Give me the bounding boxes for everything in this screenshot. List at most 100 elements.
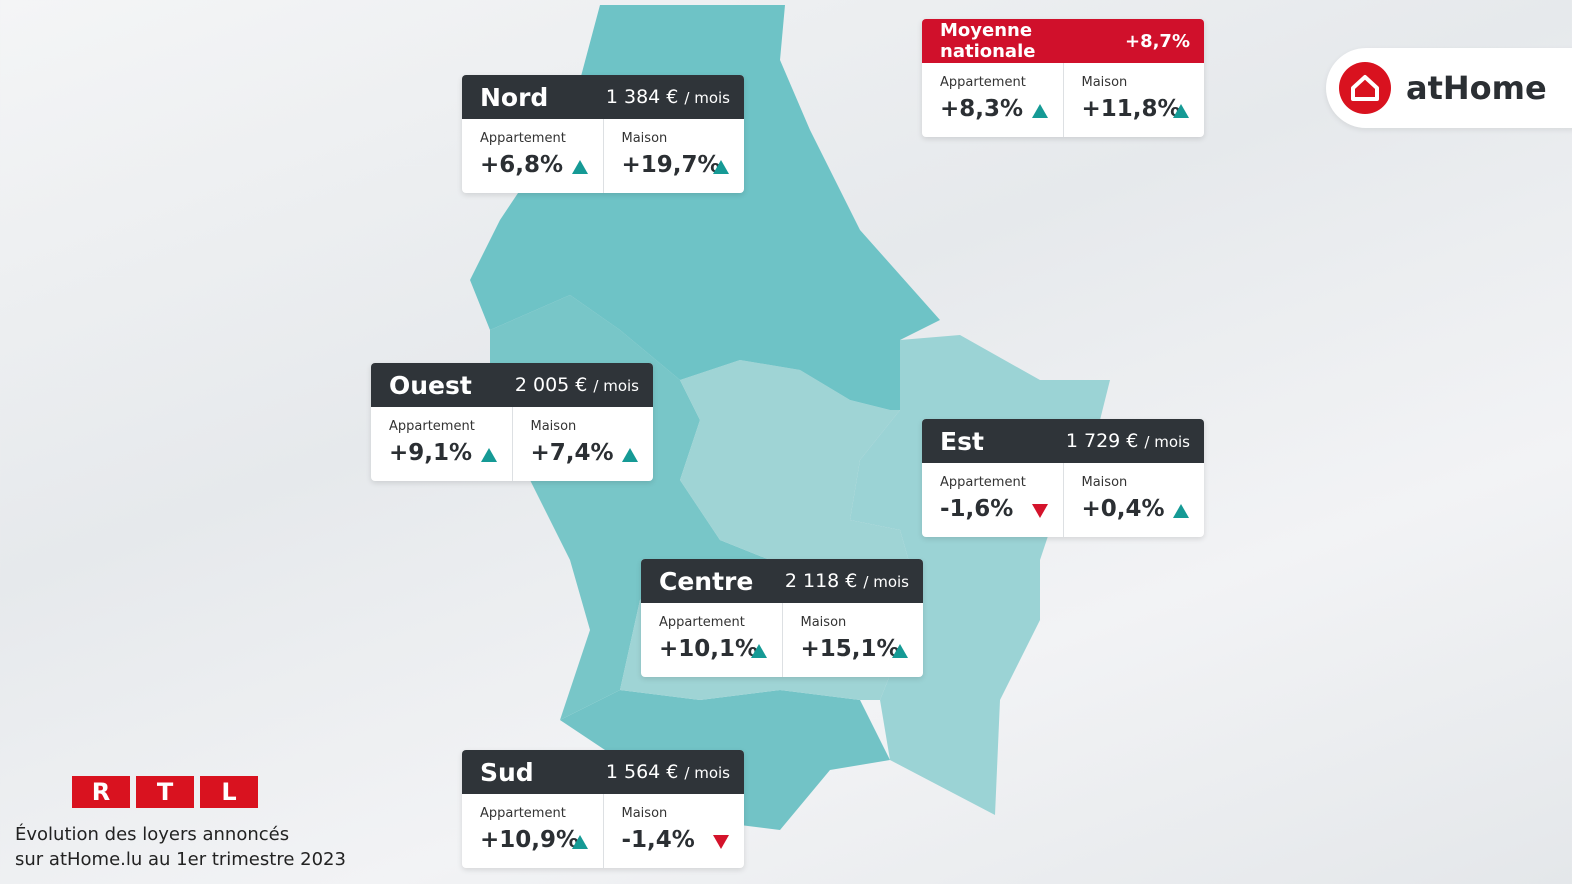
stat-label: Maison [621,806,668,821]
card-body: Appartement +9,1% Maison +7,4% [371,407,653,481]
rent-price: 2 118 € [784,570,858,592]
card-body: Appartement +8,3% Maison +11,8% [922,63,1204,137]
trend-arrow [1173,504,1189,518]
card-header: Est 1 729 € / mois [922,419,1204,463]
rtl-logo: R T L [72,776,258,808]
stat: Maison +19,7% [602,119,745,193]
trend-arrow [713,835,729,849]
logo: atHome [1326,48,1572,128]
rtl-letter: L [200,776,258,808]
stat: Maison +0,4% [1062,463,1205,537]
stat-value: +6,8% [480,152,564,178]
trend-arrow [622,448,638,462]
stat-value: +15,1% [800,636,900,662]
stat-value: +10,1% [659,636,759,662]
trend-arrow [480,448,497,462]
rent-unit: / mois [1144,433,1190,451]
stat-value: -1,6% [940,496,1014,522]
stat: Maison +15,1% [781,603,924,677]
stat-value: +10,9% [480,827,580,853]
stat-label: Appartement [389,419,475,434]
stat-label: Maison [800,615,847,630]
card-header: Moyenne nationale +8,7% [922,19,1204,63]
card-body: Appartement +6,8% Maison +19,7% [462,119,744,193]
stat: Maison +11,8% [1062,63,1205,137]
region-card: Est 1 729 € / mois Appartement -1,6% Maison +0… [922,419,1204,537]
region-card: Nord 1 384 € / mois Appartement +6,8% Maison +… [462,75,744,193]
logo-icon [1339,62,1391,114]
card-header: Sud 1 564 € / mois [462,750,744,794]
stat-label: Appartement [480,131,566,146]
caption-line: sur atHome.lu au 1er trimestre 2023 [15,849,346,870]
stat: Appartement +9,1% [371,407,512,481]
region-name: Sud [480,757,534,787]
stat: Maison -1,4% [602,794,745,868]
trend-arrow [1031,504,1048,518]
card-body: Appartement +10,1% Maison +15,1% [641,603,923,677]
stat: Maison +7,4% [511,407,654,481]
rtl-letter: R [72,776,130,808]
stat-label: Maison [621,131,668,146]
stat: Appartement +10,9% [462,794,603,868]
stat-label: Appartement [480,806,566,821]
rent-unit: / mois [863,573,909,591]
card-header: Nord 1 384 € / mois [462,75,744,119]
rent-price: 2 005 € [514,374,588,396]
stat-value: +0,4% [1081,496,1165,522]
region-card: Ouest 2 005 € / mois Appartement +9,1% Maison… [371,363,653,481]
stat-label: Appartement [940,475,1026,490]
national-value: +8,7% [1124,30,1190,52]
region-name: Nord [480,82,549,112]
stat: Appartement +10,1% [641,603,782,677]
stat: Appartement -1,6% [922,463,1063,537]
region-card: Sud 1 564 € / mois Appartement +10,9% Maison -… [462,750,744,868]
rtl-letter: T [136,776,194,808]
rent-unit: / mois [684,89,730,107]
stat: Appartement +8,3% [922,63,1063,137]
card-body: Appartement -1,6% Maison +0,4% [922,463,1204,537]
card-header: Ouest 2 005 € / mois [371,363,653,407]
trend-arrow [1031,104,1048,118]
stat-value: -1,4% [621,827,695,853]
region-rent: 2 005 € / mois [515,374,639,396]
region-name: Est [940,426,984,456]
card-header: Centre 2 118 € / mois [641,559,923,603]
caption-line: Évolution des loyers annoncés [15,824,290,845]
trend-arrow [571,160,588,174]
trend-arrow [1173,104,1189,118]
national-title: Moyenne nationale [940,20,1036,62]
rent-price: 1 564 € [605,761,679,783]
stat-value: +7,4% [530,440,614,466]
region-rent: 1 729 € / mois [1066,430,1190,452]
stat-label: Maison [1081,75,1128,90]
card-body: Appartement +10,9% Maison -1,4% [462,794,744,868]
stat-label: Appartement [659,615,745,630]
caption: Évolution des loyers annoncés sur atHome… [15,822,346,872]
stat-value: +9,1% [389,440,473,466]
region-name: Centre [659,566,754,596]
national-card: Moyenne nationale +8,7% Appartement +8,3% Ma… [922,19,1204,137]
rent-price: 1 729 € [1065,430,1139,452]
rent-unit: / mois [684,764,730,782]
region-card: Centre 2 118 € / mois Appartement +10,1% Mais… [641,559,923,677]
stat-value: +11,8% [1081,96,1181,122]
trend-arrow [571,835,588,849]
stat-value: +19,7% [621,152,721,178]
region-rent: 1 564 € / mois [606,761,730,783]
stat-value: +8,3% [940,96,1024,122]
trend-arrow [713,160,729,174]
region-rent: 1 384 € / mois [606,86,730,108]
rent-unit: / mois [593,377,639,395]
trend-arrow [750,644,767,658]
stat: Appartement +6,8% [462,119,603,193]
region-rent: 2 118 € / mois [785,570,909,592]
stat-label: Maison [530,419,577,434]
trend-arrow [892,644,908,658]
stat-label: Maison [1081,475,1128,490]
stat-label: Appartement [940,75,1026,90]
rent-price: 1 384 € [605,86,679,108]
logo-brand: atHome [1406,69,1547,107]
region-name: Ouest [389,370,472,400]
